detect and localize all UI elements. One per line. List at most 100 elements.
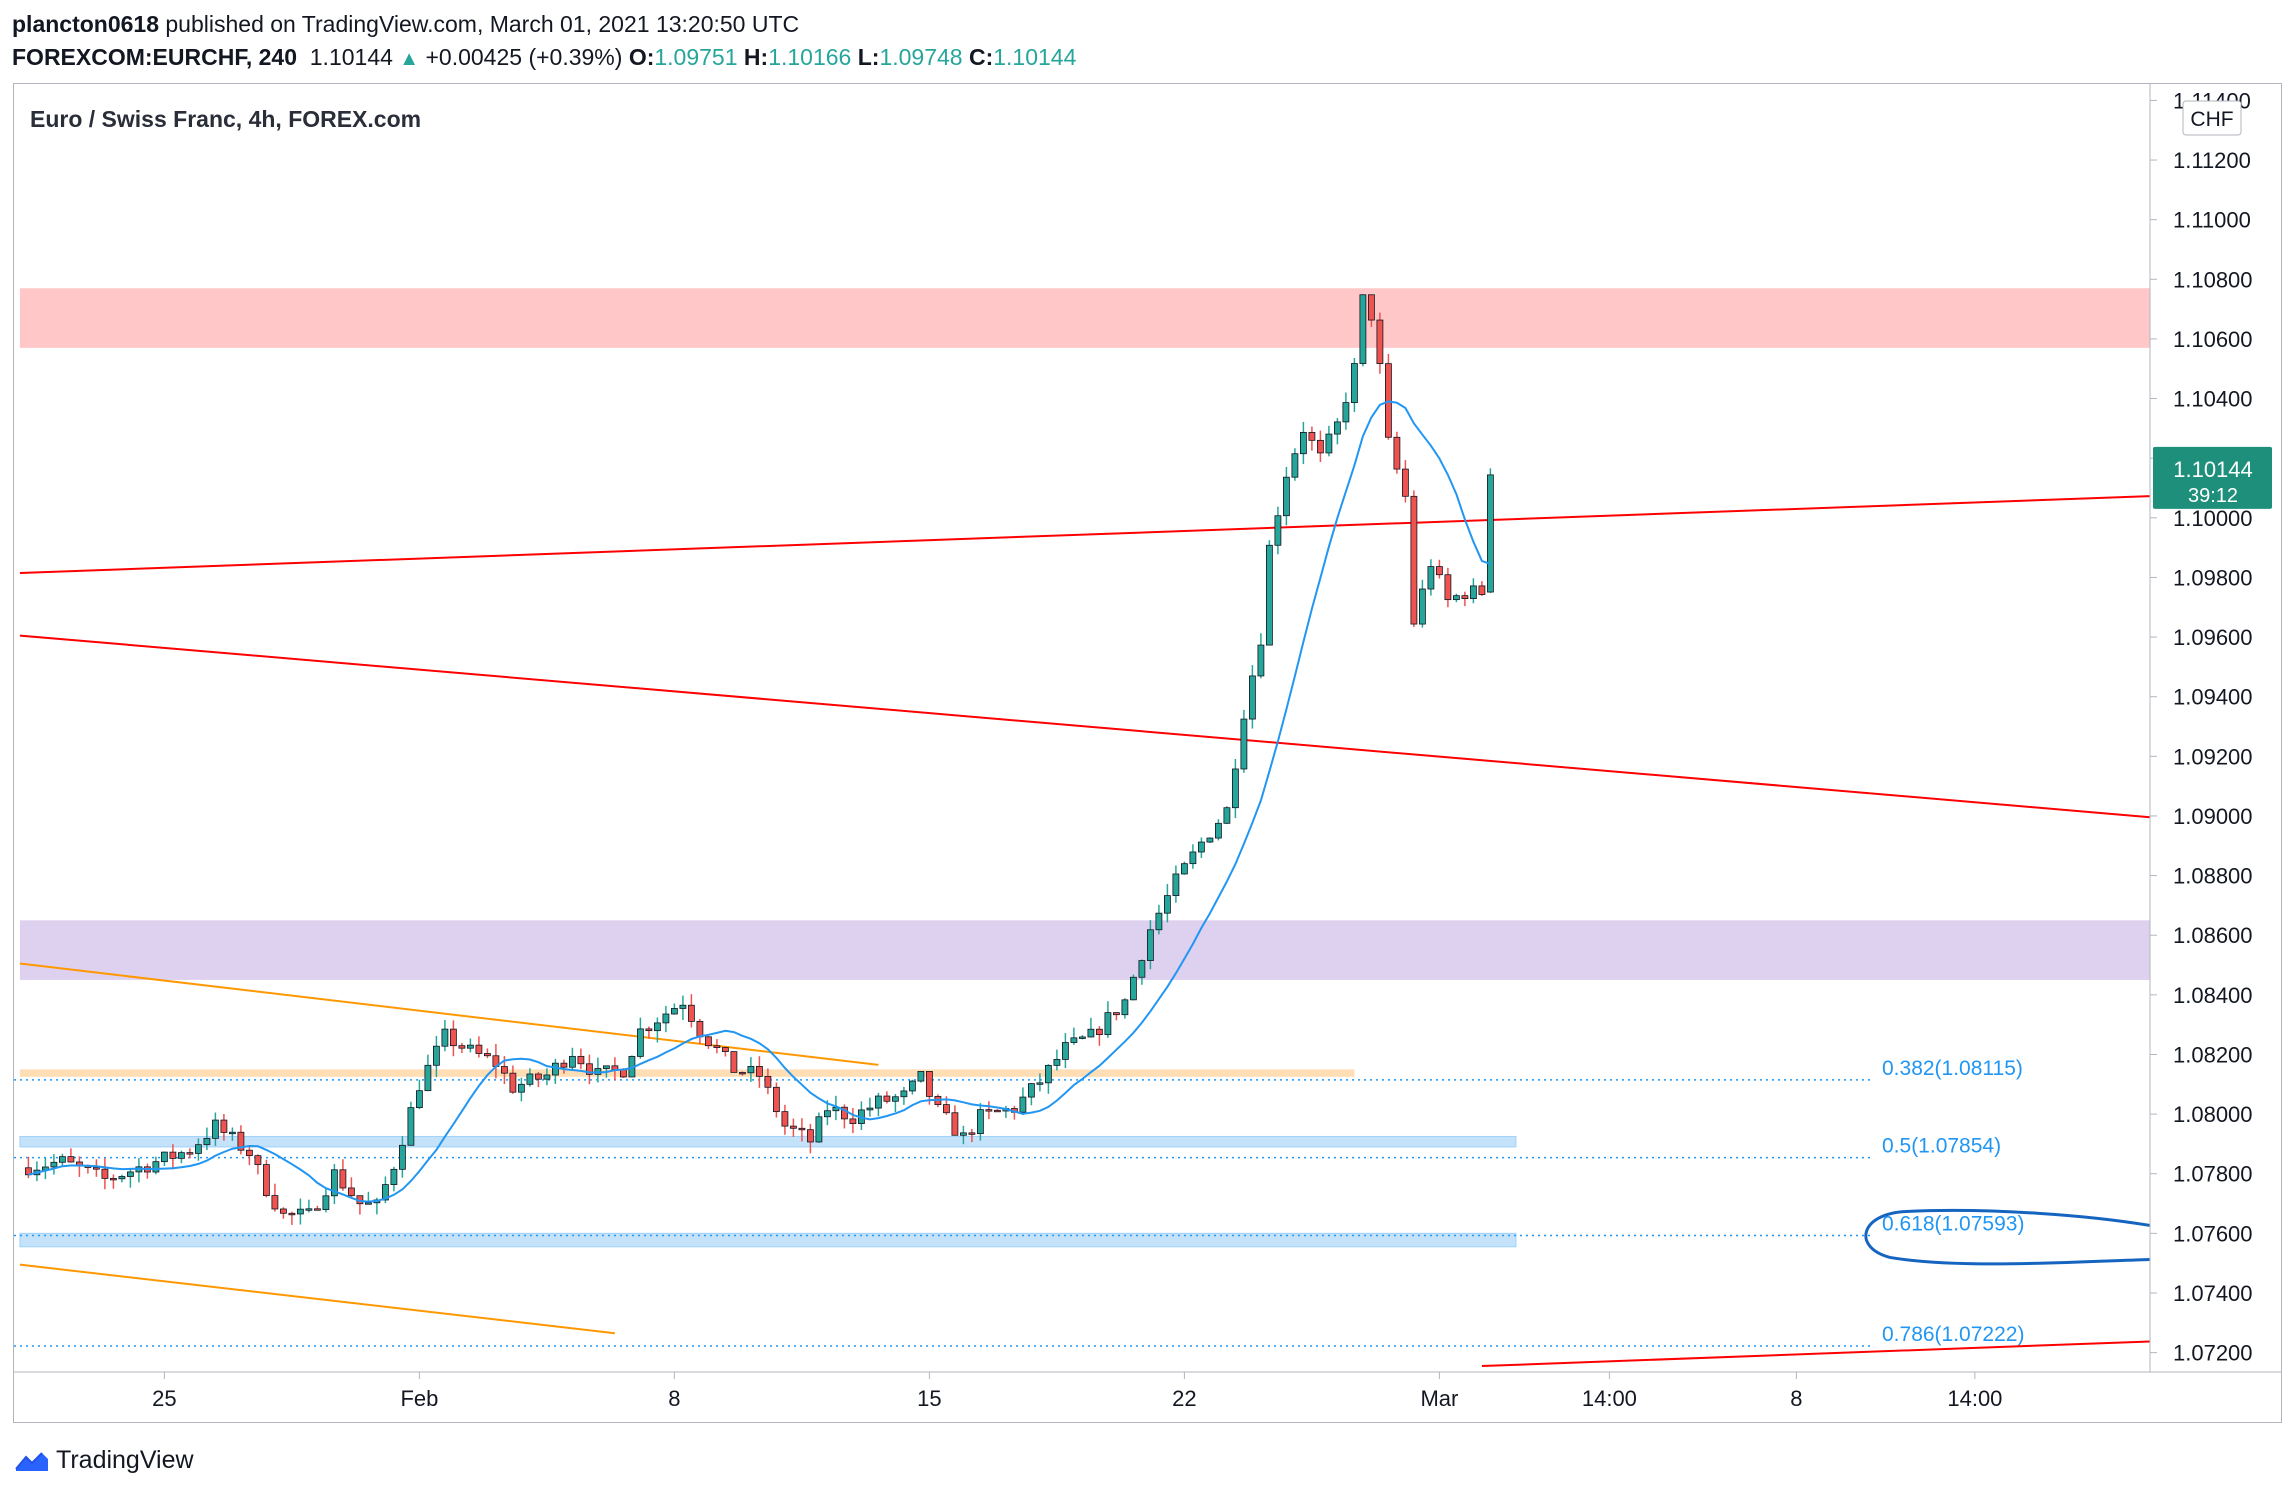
candle-84 — [739, 1071, 746, 1076]
candle-body — [228, 1131, 236, 1135]
candle-body — [518, 1083, 525, 1093]
candle-body — [441, 1028, 449, 1047]
candle-5 — [67, 1148, 75, 1163]
candle-body — [415, 1090, 423, 1109]
candle-body — [1444, 574, 1452, 601]
candle-body — [449, 1028, 457, 1047]
candle-12 — [127, 1168, 134, 1188]
candle-65 — [577, 1048, 585, 1069]
y-tick-label-1: 1.07400 — [2173, 1281, 2253, 1306]
y-tick-label-10: 1.09200 — [2173, 744, 2253, 769]
candle-body — [875, 1095, 882, 1109]
candle-125 — [1087, 1017, 1095, 1038]
currency-box — [2182, 100, 2242, 136]
candle-body — [747, 1066, 755, 1074]
candle-52 — [466, 1038, 474, 1053]
candle-156 — [1351, 357, 1358, 413]
candle-76 — [671, 1003, 678, 1015]
ohlc-line: FOREXCOM:EURCHF, 240 1.10144 ▲ +0.00425 … — [12, 41, 1076, 76]
moving-average-line — [28, 400, 1491, 1203]
candle-99 — [866, 1097, 874, 1117]
low-value: 1.09748 — [879, 44, 963, 70]
candle-body — [390, 1168, 398, 1185]
candle-body — [59, 1156, 66, 1163]
author-name[interactable]: plancton0618 — [12, 11, 159, 37]
candle-body — [654, 1022, 661, 1032]
candle-body — [67, 1156, 75, 1163]
candle-body — [381, 1184, 389, 1201]
last-price-tag — [2153, 446, 2272, 509]
candle-body — [177, 1152, 185, 1159]
candle-body — [475, 1044, 483, 1054]
candle-163 — [1410, 490, 1418, 627]
candle-119 — [1036, 1073, 1044, 1092]
candle-body — [466, 1044, 474, 1049]
candle-body — [1232, 768, 1239, 809]
candle-body — [1070, 1037, 1078, 1043]
candle-83 — [730, 1051, 738, 1073]
candle-69 — [611, 1057, 619, 1081]
candle-body — [322, 1195, 330, 1210]
trendline-lower-red — [19, 634, 2151, 819]
candle-body — [1308, 432, 1316, 441]
candle-body — [127, 1171, 134, 1177]
candle-body — [620, 1069, 627, 1078]
candle-60 — [535, 1072, 542, 1088]
footer-brand[interactable]: TradingView — [56, 1446, 194, 1474]
candle-103 — [900, 1086, 908, 1105]
candle-80 — [705, 1035, 712, 1049]
fib-label-3: 0.786(1.07222) — [1882, 1323, 2024, 1346]
candle-154 — [1334, 418, 1341, 445]
candle-98 — [858, 1101, 865, 1130]
close-value: 1.10144 — [993, 44, 1077, 70]
candle-148 — [1283, 466, 1290, 526]
candle-body — [866, 1107, 874, 1111]
candle-35 — [322, 1188, 330, 1213]
candle-74 — [654, 1017, 661, 1043]
candle-body — [296, 1208, 304, 1215]
y-tick-label-13: 1.09800 — [2173, 565, 2253, 590]
y-tick-label-8: 1.08800 — [2173, 864, 2253, 889]
candle-45 — [407, 1101, 415, 1146]
candle-8 — [93, 1159, 100, 1177]
candle-44 — [398, 1136, 406, 1178]
candle-102 — [892, 1093, 899, 1112]
candle-body — [977, 1109, 984, 1135]
candle-123 — [1070, 1027, 1078, 1045]
candle-150 — [1300, 421, 1307, 465]
candle-body — [1291, 453, 1299, 478]
candle-133 — [1155, 904, 1163, 935]
candle-13 — [135, 1158, 143, 1183]
y-tick-label-7: 1.08600 — [2173, 923, 2253, 948]
x-tick-label-8: 14:00 — [1947, 1386, 2002, 1411]
zone-support — [19, 920, 2151, 980]
candle-body — [407, 1107, 415, 1146]
symbol-label: FOREXCOM:EURCHF, 240 — [12, 44, 297, 70]
candle-36 — [330, 1163, 338, 1205]
candle-126 — [1096, 1026, 1103, 1046]
candle-75 — [662, 1005, 670, 1033]
candle-21 — [203, 1127, 211, 1151]
candle-body — [424, 1064, 432, 1092]
candle-38 — [347, 1177, 355, 1198]
candle-body — [1274, 515, 1282, 546]
candle-body — [1257, 644, 1265, 677]
candle-140 — [1215, 819, 1222, 841]
candle-17 — [169, 1144, 177, 1170]
zone-fib-blue-2 — [19, 1232, 1517, 1248]
candle-168 — [1453, 593, 1460, 603]
candle-body — [1045, 1064, 1052, 1084]
candle-78 — [688, 994, 695, 1028]
candle-body — [824, 1110, 831, 1118]
candle-body — [288, 1212, 296, 1216]
candle-117 — [1019, 1087, 1027, 1116]
candle-body — [543, 1074, 551, 1080]
x-tick-label-2: 8 — [668, 1386, 680, 1411]
candle-body — [1402, 468, 1409, 497]
candle-93 — [815, 1112, 823, 1143]
candle-114 — [994, 1109, 1001, 1113]
candle-body — [764, 1075, 772, 1088]
candle-body — [398, 1144, 406, 1170]
candle-body — [1317, 439, 1324, 454]
